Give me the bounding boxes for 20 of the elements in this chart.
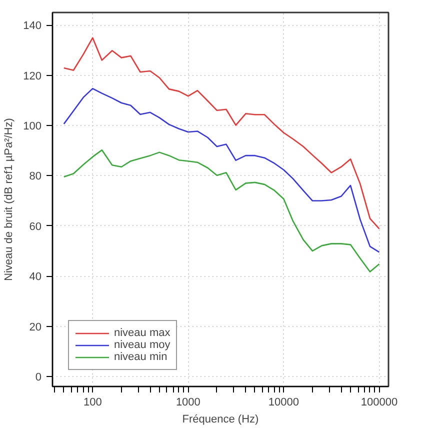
- y-tick-label: 20: [29, 321, 42, 334]
- y-tick-label: 140: [23, 20, 42, 32]
- x-tick-label: 10000: [268, 396, 300, 408]
- y-axis-title: Niveau de bruit (dB ref1 µPa²/Hz): [3, 118, 16, 281]
- x-tick-label: 100: [83, 396, 102, 408]
- y-tick-label: 80: [29, 170, 42, 183]
- y-tick-label: 120: [23, 70, 42, 82]
- legend-label: niveau moy: [114, 339, 170, 351]
- line-series: [63, 88, 380, 253]
- y-tick-label: 60: [29, 220, 42, 233]
- legend-label: niveau max: [114, 327, 170, 339]
- y-tick-label: 100: [23, 120, 42, 132]
- x-tick-label: 1000: [176, 396, 200, 408]
- line-series: [63, 149, 380, 272]
- x-tick-label: 100000: [360, 396, 398, 408]
- legend-label: niveau min: [114, 351, 168, 363]
- x-axis-title: Fréquence (Hz): [182, 414, 259, 426]
- line-series: [63, 37, 380, 230]
- y-tick-label: 0: [35, 371, 42, 384]
- y-tick-label: 40: [29, 271, 42, 284]
